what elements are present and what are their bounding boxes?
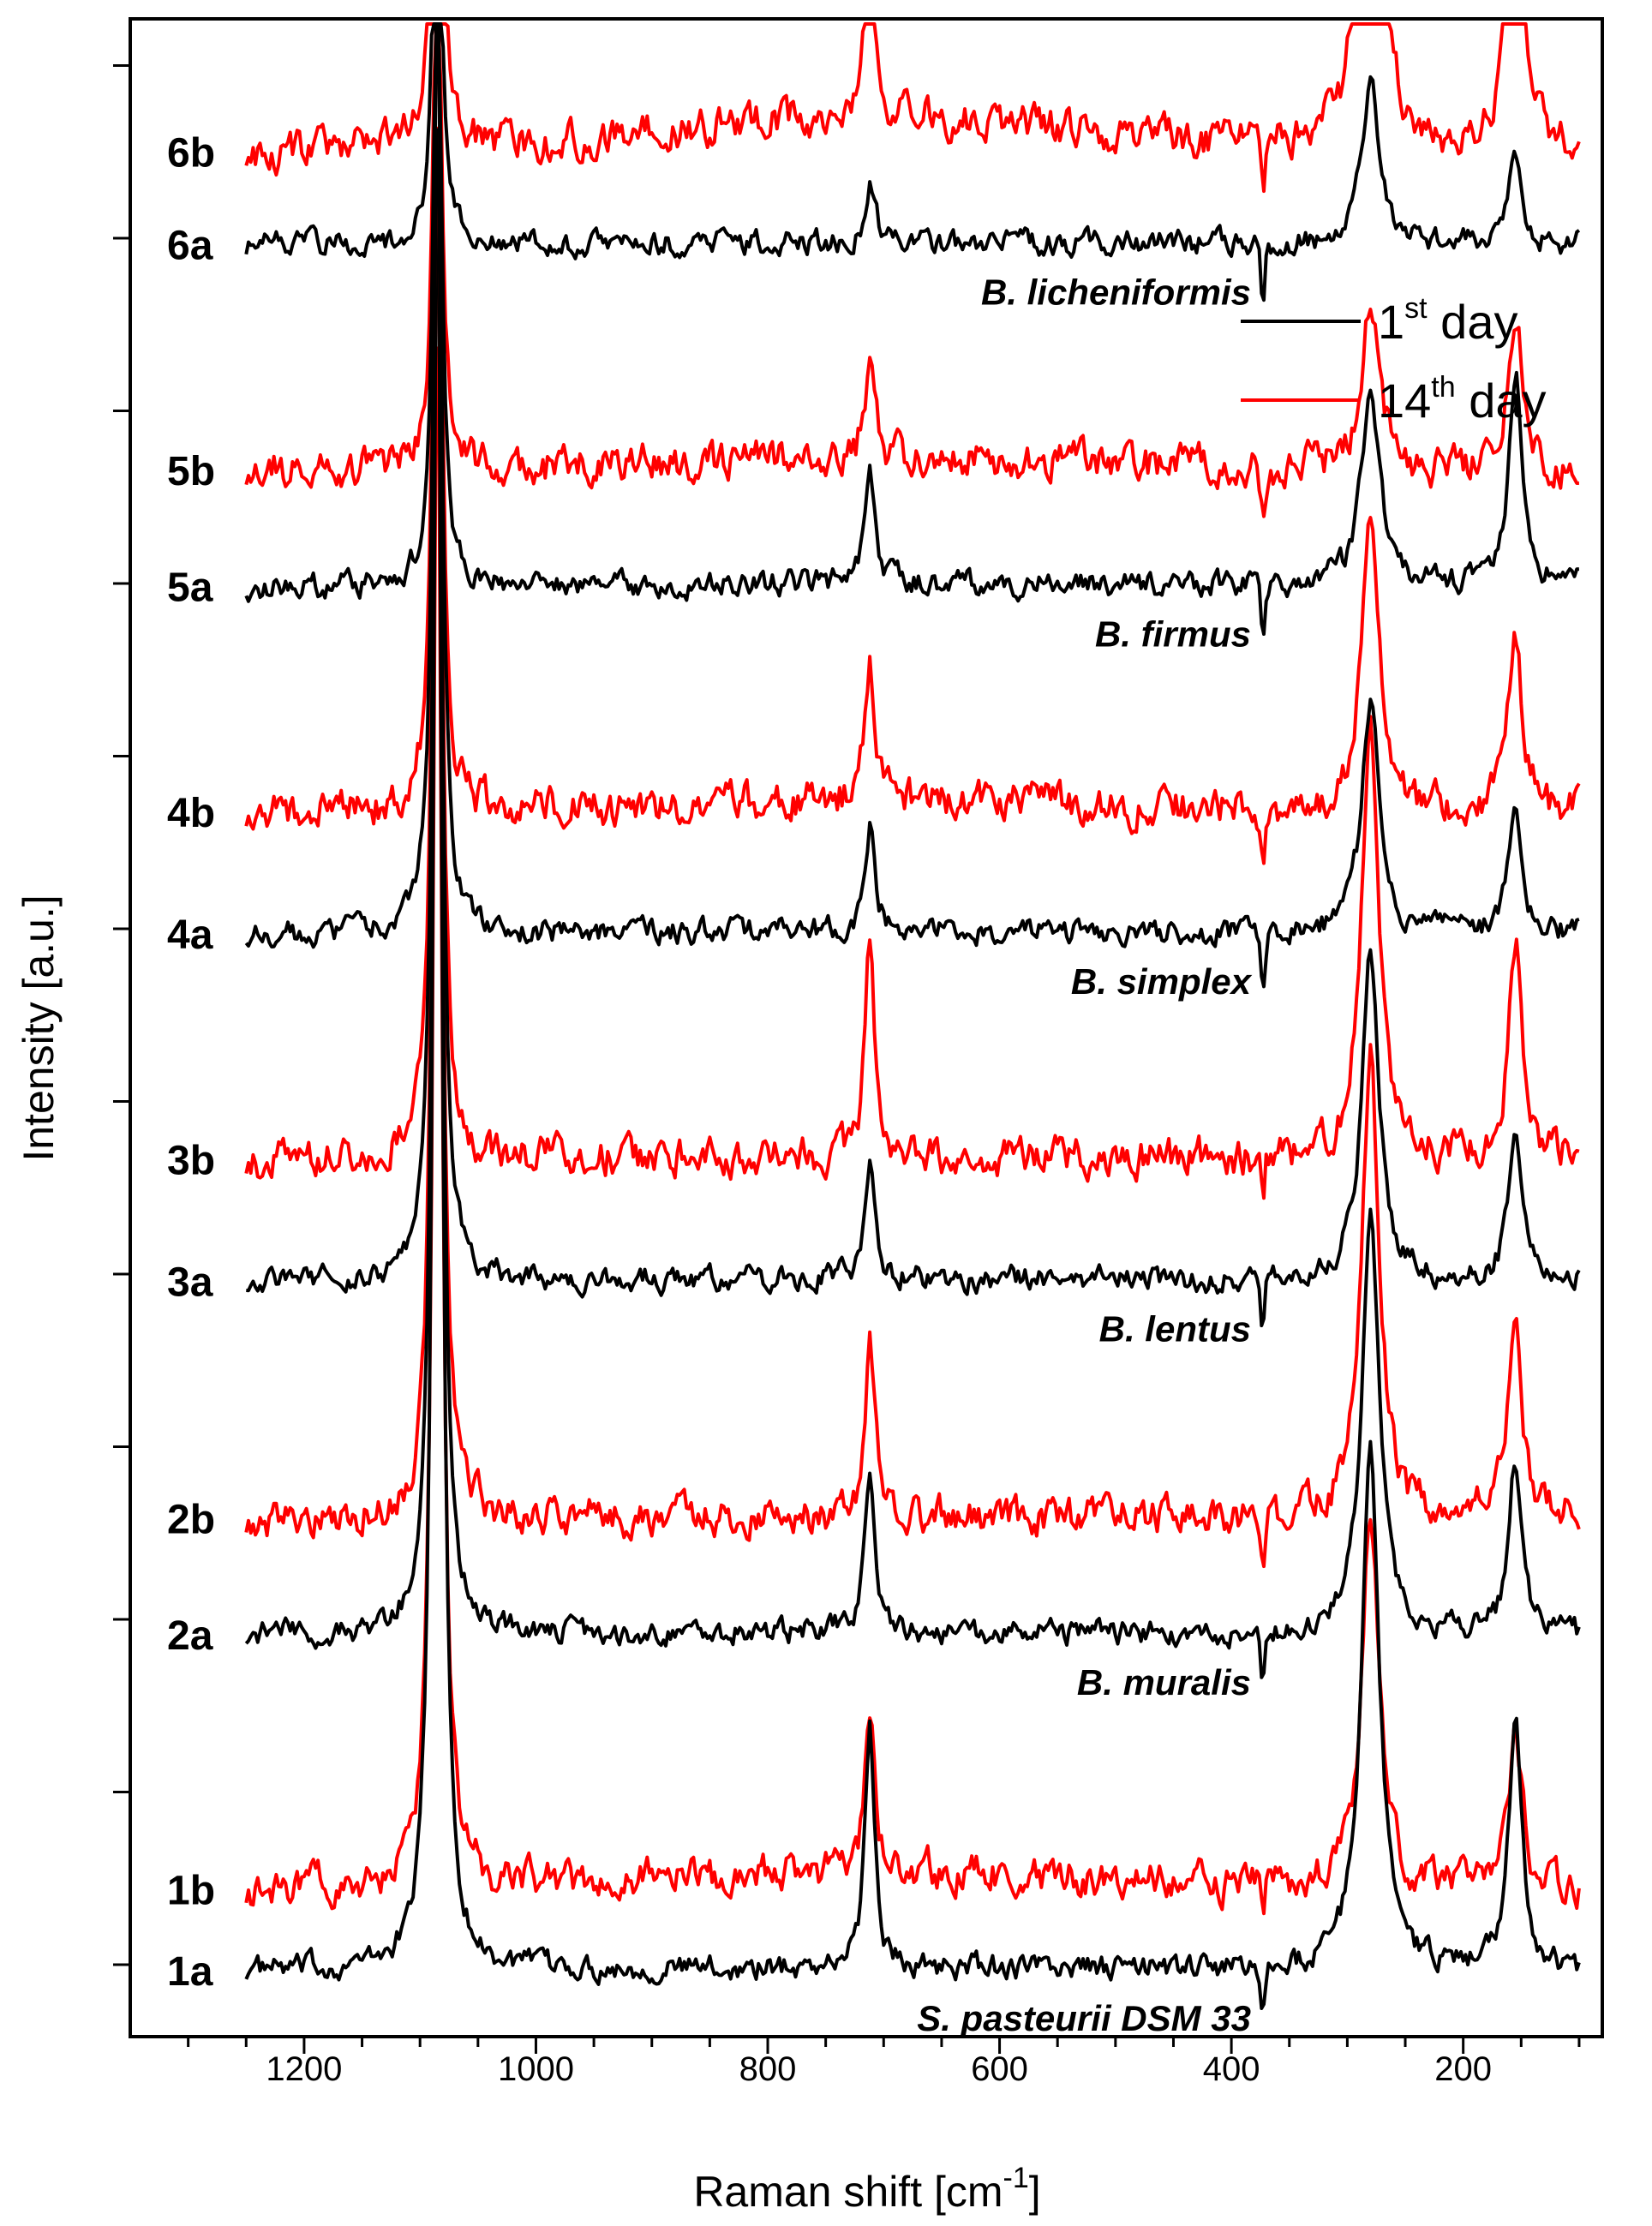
species-label: B. firmus — [1095, 613, 1251, 654]
trace-6a — [244, 22, 1581, 302]
trace-label-3a: 3a — [167, 1260, 213, 1306]
trace-4a — [244, 22, 1580, 989]
trace-3a — [246, 128, 1581, 1328]
trace-6b — [244, 22, 1581, 194]
trace-label-1a: 1a — [167, 1949, 213, 1995]
trace-label-4a: 4a — [167, 913, 213, 958]
x-tick-label: 1000 — [498, 2050, 574, 2088]
trace-label-2a: 2a — [167, 1613, 213, 1659]
trace-5b — [244, 22, 1579, 518]
legend-label-day1: 1st day — [1378, 292, 1517, 349]
trace-1a — [244, 167, 1581, 2010]
trace-label-5b: 5b — [167, 449, 215, 494]
legend-label-day14: 14th day — [1378, 371, 1547, 428]
plot-frame — [129, 17, 1604, 2038]
species-label: B. licheniformis — [981, 272, 1251, 313]
legend: 1st day 14th day — [1241, 292, 1547, 428]
species-label: S. pasteurii DSM 33 — [917, 1998, 1251, 2038]
trace-label-1b: 1b — [167, 1868, 215, 1913]
species-label: B. simplex — [1071, 961, 1253, 1002]
x-axis-title: Raman shift [cm-1] — [693, 2162, 1040, 2216]
trace-2a — [244, 191, 1581, 1679]
trace-label-5a: 5a — [167, 565, 213, 610]
x-axis-title-end: ] — [1029, 2168, 1041, 2216]
y-axis-title: Intensity [a.u.] — [15, 895, 63, 1161]
species-label: B. lentus — [1099, 1309, 1251, 1349]
trace-5a — [244, 22, 1580, 636]
x-tick-label: 600 — [971, 2050, 1028, 2088]
trace-label-6a: 6a — [167, 224, 213, 269]
trace-label-6b: 6b — [167, 130, 215, 176]
x-tick-label: 800 — [739, 2050, 797, 2088]
x-tick-label: 1200 — [266, 2050, 342, 2088]
trace-3b — [244, 126, 1580, 1200]
x-axis-ticks: 1200 1000 800 600 400 200 — [187, 2037, 1581, 2088]
x-axis-title-main: Raman shift [cm — [693, 2168, 1003, 2216]
species-label: B. muralis — [1077, 1662, 1251, 1702]
trace-label-2b: 2b — [167, 1498, 215, 1543]
trace-2b — [244, 185, 1581, 1569]
trace-labels: 1a 1b S. pasteurii DSM 33 2a 2b B. muralis 3a 3… — [167, 130, 1253, 2038]
spectra-traces — [244, 22, 1581, 2010]
x-tick-label: 200 — [1434, 2050, 1492, 2088]
x-axis-title-superscript: -1 — [1003, 2162, 1029, 2194]
trace-label-3b: 3b — [167, 1139, 215, 1184]
trace-4b — [244, 22, 1581, 865]
y-axis-ticks — [113, 64, 130, 1966]
x-tick-label: 400 — [1203, 2050, 1260, 2088]
trace-label-4b: 4b — [167, 791, 215, 836]
